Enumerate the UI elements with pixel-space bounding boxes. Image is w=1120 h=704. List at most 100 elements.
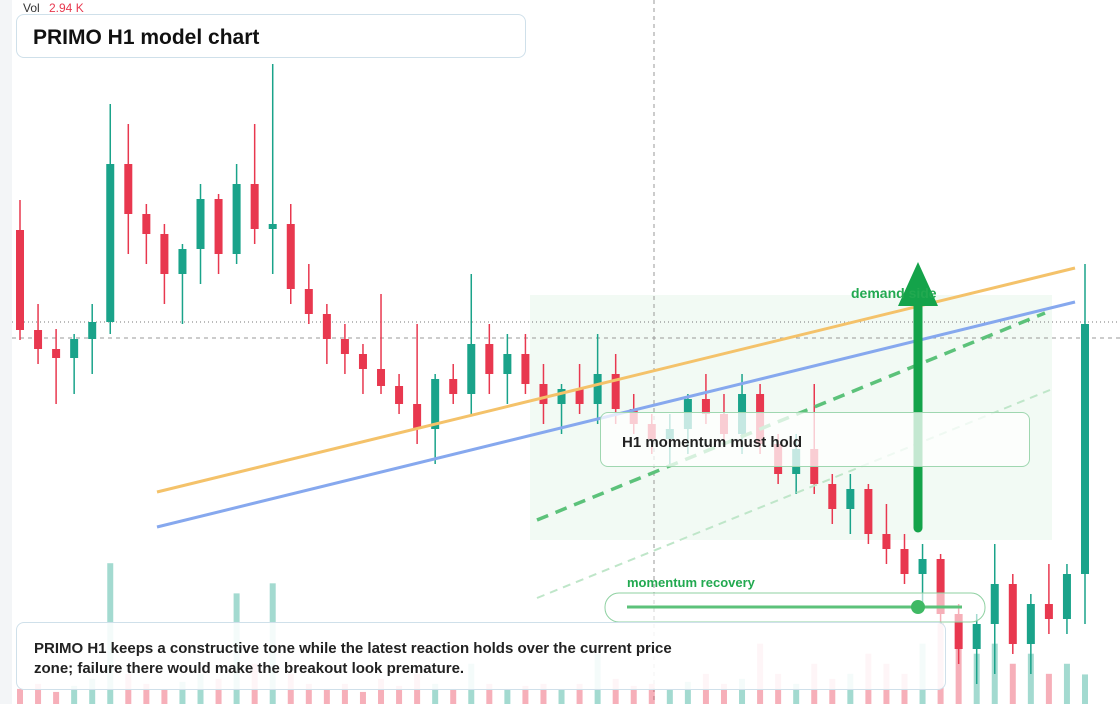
candle-body [52, 349, 61, 358]
volume-bar [486, 683, 493, 704]
volume-bar [323, 688, 330, 704]
candle-body [701, 399, 710, 414]
volume-bar [1063, 663, 1070, 704]
candle-body [196, 199, 205, 249]
candle-body [70, 339, 79, 358]
candle-body [286, 224, 295, 289]
volume-bar [666, 688, 673, 704]
candle-body [864, 489, 873, 534]
volume-bar [341, 683, 348, 704]
volume-bar [684, 681, 691, 704]
candle-body [1081, 324, 1089, 574]
volume-bar [1009, 663, 1016, 704]
volume-bar [17, 688, 23, 704]
title-box: PRIMO H1 model chart [16, 14, 526, 58]
candle-body [990, 584, 999, 624]
volume-bar [71, 685, 78, 704]
volume-bar [450, 688, 457, 704]
candle-body [1062, 574, 1071, 619]
candle-body [611, 374, 620, 409]
volume-bar [1027, 653, 1034, 704]
trend-line [536, 311, 1046, 522]
candle-body [88, 322, 97, 339]
candle-body [160, 234, 169, 274]
candle-body [1026, 604, 1035, 644]
chart-title: PRIMO H1 model chart [33, 26, 260, 49]
volume-bar [558, 688, 565, 704]
zone-label: demand side [851, 285, 937, 301]
candle-body [503, 354, 512, 374]
volume-bar [359, 691, 366, 704]
volume-bar [89, 678, 96, 704]
volume-bar [432, 683, 439, 704]
volume-bar [53, 691, 60, 704]
volume-bar [955, 633, 962, 704]
candle-body [828, 484, 837, 509]
candle-body [178, 249, 187, 274]
volume-bar [378, 678, 385, 704]
candle-body [900, 549, 909, 574]
candle-body [142, 214, 151, 234]
candle-body [882, 534, 891, 549]
candle-body [214, 199, 223, 254]
candle-body [954, 614, 963, 649]
slider-knob [911, 600, 925, 614]
candle-body [936, 559, 945, 614]
volume-bar [305, 683, 312, 704]
candle-body [575, 389, 584, 404]
candle-body [467, 344, 476, 394]
candle-body [846, 489, 855, 509]
candle-body [395, 386, 404, 404]
candle-body [485, 344, 494, 374]
volume-bar [35, 683, 42, 704]
callout-text: H1 momentum must hold [622, 434, 803, 451]
candle-body [322, 314, 331, 339]
volume-bar [829, 678, 836, 704]
candle-body [431, 379, 440, 429]
volume-bar [540, 683, 547, 704]
candle-body [377, 369, 386, 386]
volume-bar [793, 683, 800, 704]
volume-bar [143, 683, 150, 704]
candle-body [358, 354, 367, 369]
volume-bar [1082, 674, 1088, 704]
candle-body [304, 289, 313, 314]
candle-body [413, 404, 422, 429]
candle-body [124, 164, 133, 214]
volume-bar [161, 688, 168, 704]
candle-body [972, 624, 981, 649]
candle-body [521, 354, 530, 384]
arrow-head [898, 262, 938, 306]
candle-body [918, 559, 927, 574]
volume-bar [576, 683, 583, 704]
candle-body [1008, 584, 1017, 644]
volume-bar [612, 678, 619, 704]
candle-body [1044, 604, 1053, 619]
volume-bar [504, 688, 511, 704]
candle-body [268, 224, 277, 229]
candle-body [340, 339, 349, 354]
volume-bar [396, 685, 403, 704]
candle-body [539, 384, 548, 404]
volume-bar [1045, 673, 1052, 704]
volume-bar [648, 683, 655, 704]
callout-box: H1 momentum must hold [600, 412, 1030, 467]
candle-body [232, 184, 241, 254]
volume-bar [739, 678, 746, 704]
volume-bar [215, 678, 222, 704]
volume-bar [720, 683, 727, 704]
candle-body [106, 164, 115, 322]
slider-label: momentum recovery [627, 575, 756, 590]
candle-body [34, 330, 43, 349]
candle-body [593, 374, 602, 404]
candle-body [16, 230, 24, 330]
candle-body [557, 389, 566, 404]
note-text: PRIMO H1 keeps a constructive tone while… [34, 640, 672, 677]
volume-bar [522, 685, 529, 704]
volume-value: 2.94 K [49, 1, 84, 15]
left-gutter [0, 0, 12, 704]
volume-bar [630, 685, 637, 704]
note-box: PRIMO H1 keeps a constructive tone while… [16, 622, 946, 690]
